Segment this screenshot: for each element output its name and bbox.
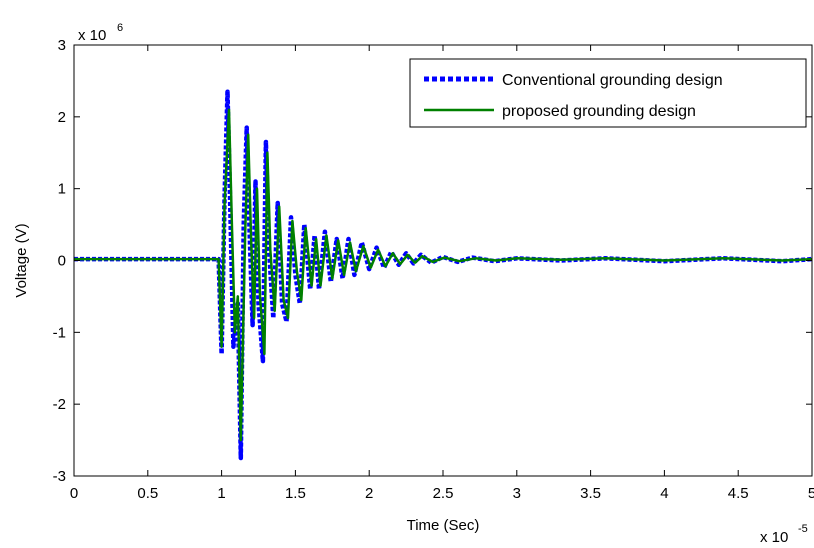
x-tick-label: 0 [70,485,78,502]
x-tick-label: 3 [513,485,521,502]
x-multiplier-exponent: -5 [798,523,808,535]
y-tick-label: 3 [58,37,66,54]
x-tick-label: 4.5 [728,485,749,502]
x-tick-label: 5 [808,485,814,502]
legend: Conventional grounding design proposed g… [409,58,807,128]
x-axis-label: Time (Sec) [407,517,480,534]
legend-box [409,58,807,128]
y-tick-label: 0 [58,253,66,270]
y-tick-label: 2 [58,109,66,126]
x-tick-label: 4 [660,485,668,502]
x-multiplier: x 10 -5 [760,523,808,546]
x-tick-label: 1.5 [285,485,306,502]
x-tick-label: 2.5 [433,485,454,502]
y-multiplier: x 10 6 [78,22,123,44]
x-tick-label: 1 [217,485,225,502]
ticks-layer: 0 0.5 1 1.5 2 2.5 3 3.5 4 4.5 5 -3 -2 -1 0 1 2 3 [53,37,814,502]
y-tick-label: -2 [53,396,66,413]
y-tick-label: -1 [53,324,66,341]
series-line-proposed [74,108,813,442]
series-layer [74,89,813,461]
legend-entry-conventional: Conventional grounding design [502,72,723,89]
y-tick-label: 1 [58,181,66,198]
y-tick-label: -3 [53,468,66,485]
y-axis-label: Voltage (V) [13,223,30,297]
legend-entry-proposed: proposed grounding design [502,103,696,120]
y-multiplier-label: x 10 [78,27,106,44]
y-multiplier-exponent: 6 [117,22,123,34]
x-tick-label: 0.5 [137,485,158,502]
x-multiplier-label: x 10 [760,529,788,546]
x-tick-label: 3.5 [580,485,601,502]
x-tick-label: 2 [365,485,373,502]
